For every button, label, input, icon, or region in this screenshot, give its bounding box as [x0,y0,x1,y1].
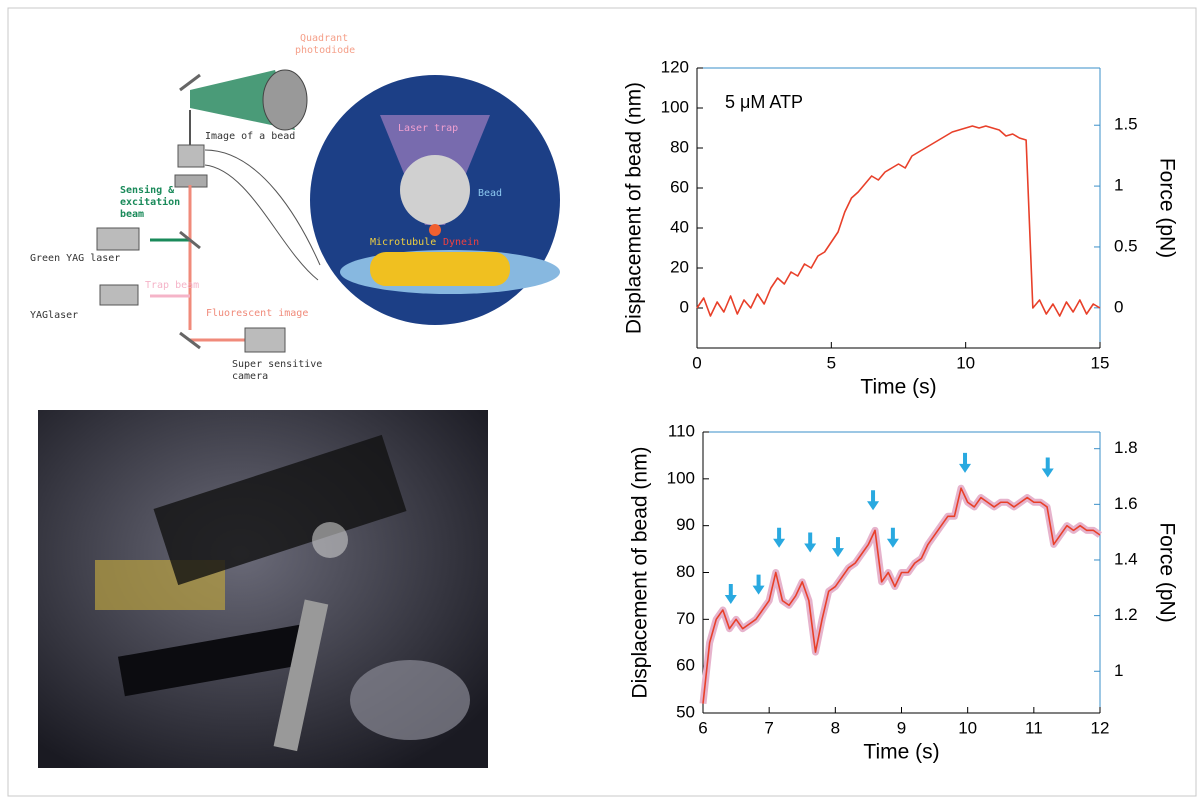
y2-axis-title: Force (pN) [1155,522,1178,622]
label: YAGlaser [30,310,78,321]
y-tick-label: 100 [667,468,695,487]
label: beam [120,209,144,220]
y-tick-label: 0 [680,297,689,316]
step-arrow [831,537,844,558]
y2-tick-label: 0 [1114,297,1123,316]
y-axis-title: Displacement of bead (nm) [623,82,646,334]
step-arrow [752,574,765,595]
y-axis-title: Displacement of bead (nm) [629,446,652,698]
y-tick-label: 80 [670,137,689,156]
label: Fluorescent image [206,308,308,319]
y2-tick-label: 0.5 [1114,236,1138,255]
label: Microtubule [370,237,436,248]
y2-axis-title: Force (pN) [1155,158,1178,258]
trace [696,125,1101,317]
step-arrow [1041,457,1054,478]
label: Bead [478,188,502,199]
y-tick-label: 70 [676,609,695,628]
y2-tick-label: 1.6 [1114,494,1138,513]
label: Image of a bead [205,131,295,142]
step-arrow [886,527,899,548]
label: camera [232,371,268,382]
y-tick-label: 50 [676,702,695,721]
trace [702,487,1101,704]
y-tick-label: 120 [661,57,689,76]
x-tick-label: 10 [958,718,977,737]
label: excitation [120,196,180,208]
y2-tick-label: 1 [1114,176,1123,195]
step-arrow [867,490,880,511]
photo [38,410,488,768]
y2-tick-label: 1.5 [1114,115,1138,134]
y-tick-label: 60 [670,177,689,196]
y-tick-label: 60 [676,656,695,675]
y-tick-label: 80 [676,562,695,581]
x-tick-label: 12 [1091,718,1110,737]
x-tick-label: 6 [698,718,707,737]
label: Quadrant [300,33,348,44]
x-tick-label: 8 [831,718,840,737]
step-arrow [724,583,737,604]
x-tick-label: 15 [1091,353,1110,372]
label: Sensing & [120,184,175,196]
label: Laser trap [398,123,458,134]
step-arrow [959,452,972,473]
y-tick-label: 100 [661,97,689,116]
label: Super sensitive [232,359,322,370]
annotation: 5 μM ATP [725,92,803,112]
y-tick-label: 110 [668,421,695,440]
y2-tick-label: 1 [1114,661,1123,680]
x-tick-label: 5 [827,353,836,372]
y2-tick-label: 1.2 [1114,605,1138,624]
y-tick-label: 40 [670,217,689,236]
label: Dynein [443,237,479,248]
x-tick-label: 7 [764,718,773,737]
y-tick-label: 20 [670,257,689,276]
y2-tick-label: 1.8 [1114,438,1138,457]
label: Trap beam [145,280,199,291]
step-arrow [804,532,817,553]
x-tick-label: 0 [692,353,701,372]
x-axis-title: Time (s) [860,376,936,399]
x-tick-label: 10 [956,353,975,372]
step-arrow [773,527,786,548]
y2-tick-label: 1.4 [1114,549,1138,568]
y-tick-label: 90 [676,515,695,534]
label: photodiode [295,45,355,56]
x-axis-title: Time (s) [863,741,939,764]
x-tick-label: 9 [897,718,906,737]
x-tick-label: 11 [1025,718,1043,737]
diagram: Quadrant photodiode Image of a bead Lase… [30,33,560,382]
label: Green YAG laser [30,253,120,264]
